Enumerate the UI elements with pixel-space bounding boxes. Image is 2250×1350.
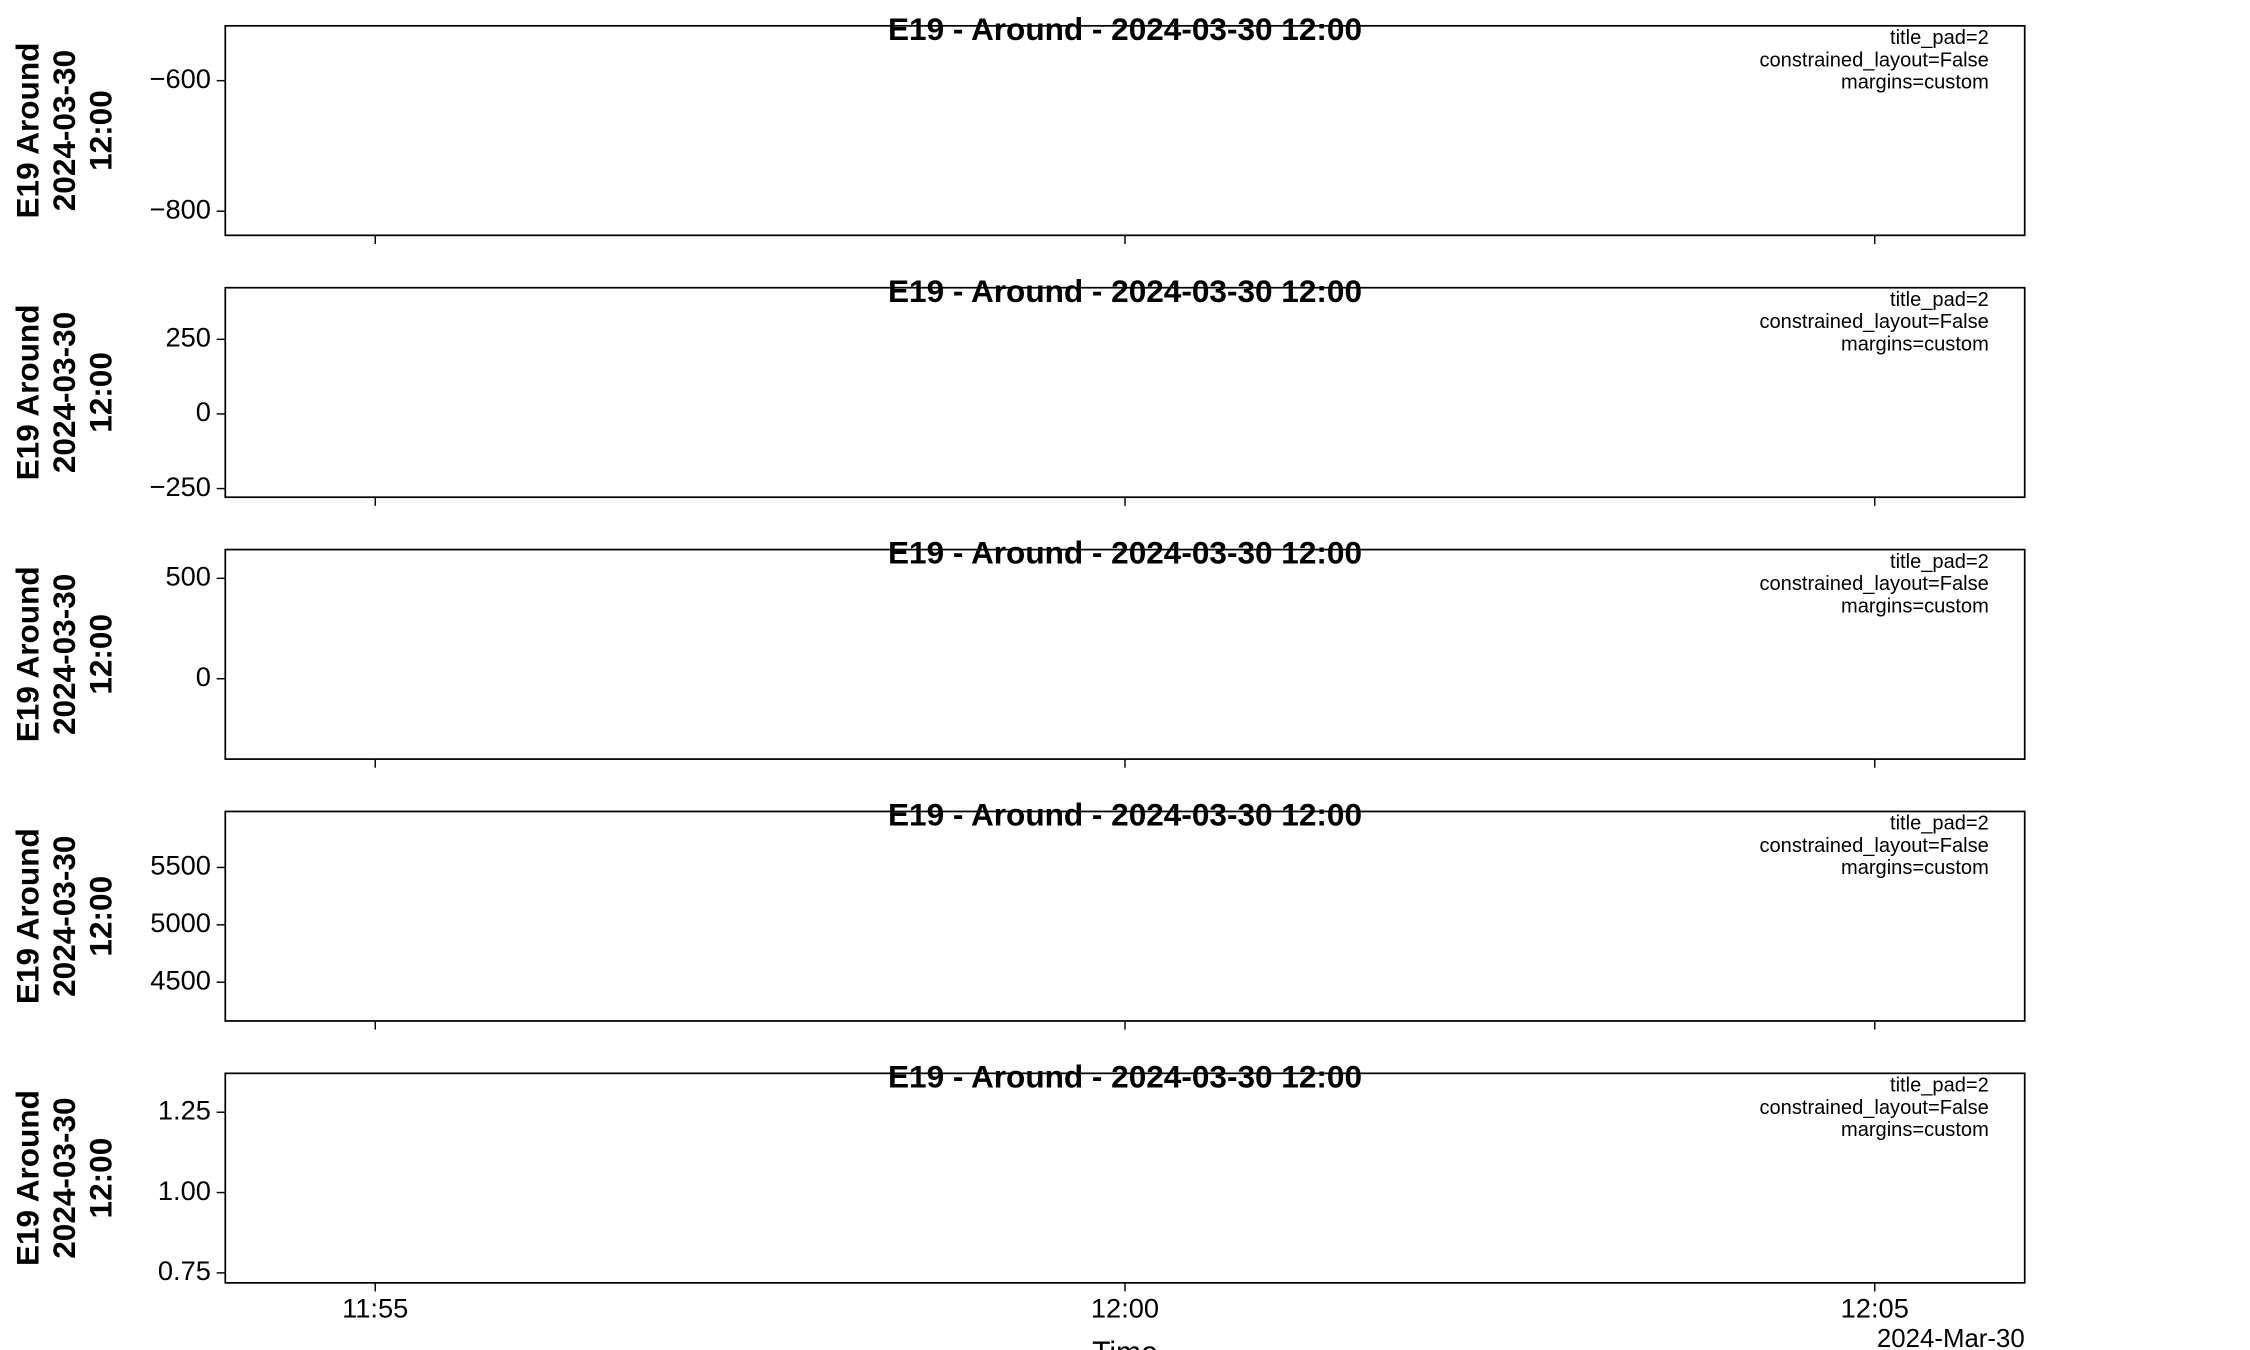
x-tick-label: 12:05 — [1841, 1292, 1909, 1323]
y-tick-label: 0 — [196, 396, 211, 427]
annotation-box — [1743, 1074, 2024, 1144]
y-tick-label: 250 — [165, 322, 210, 353]
annotation: margins=custom — [1841, 72, 1989, 94]
y-tick-label: −250 — [150, 471, 211, 502]
annotation: margins=custom — [1841, 333, 1989, 355]
y-axis-label: 2024-03-30 — [46, 312, 82, 473]
axes-frame — [224, 548, 2026, 760]
annotation: title_pad=2 — [1890, 551, 1989, 573]
chart-title: E19 - Around - 2024-03-30 12:00 — [888, 535, 1362, 571]
x-tick-label: 11:55 — [342, 1292, 408, 1323]
y-axis-label: 12:00 — [83, 1138, 119, 1219]
x-axis-label: Time — [1092, 1337, 1158, 1350]
annotation-box — [1743, 27, 2024, 97]
annotation: title_pad=2 — [1890, 1075, 1989, 1097]
annotation: constrained_layout=False — [1759, 1097, 1988, 1119]
y-axis-label: E19 Around — [9, 305, 45, 481]
annotation: margins=custom — [1841, 595, 1989, 617]
y-tick-label: 5500 — [150, 850, 211, 881]
annotation: constrained_layout=False — [1759, 311, 1988, 333]
axes-frame — [224, 1072, 2026, 1284]
annotation: constrained_layout=False — [1759, 835, 1988, 857]
y-axis-label: E19 Around — [9, 566, 45, 742]
y-axis-label: 12:00 — [83, 352, 119, 433]
y-axis-label: E19 Around — [9, 43, 45, 219]
chart-title: E19 - Around - 2024-03-30 12:00 — [888, 1058, 1362, 1094]
annotation: constrained_layout=False — [1759, 49, 1988, 71]
axes-frame — [224, 286, 2026, 499]
y-axis-label: E19 Around — [9, 828, 45, 1004]
annotation-box — [1743, 551, 2024, 620]
annotation: title_pad=2 — [1890, 813, 1989, 835]
axes-frame — [224, 810, 2026, 1022]
y-tick-label: 500 — [165, 561, 210, 592]
y-tick-label: 0 — [196, 661, 211, 692]
x-tick-label: 12:00 — [1091, 1292, 1159, 1323]
y-tick-label: −800 — [150, 193, 211, 224]
chart-title: E19 - Around - 2024-03-30 12:00 — [888, 273, 1362, 309]
y-axis-label: 12:00 — [83, 90, 119, 171]
y-tick-label: −600 — [150, 63, 211, 94]
y-axis-label: 2024-03-30 — [46, 50, 82, 211]
annotation: title_pad=2 — [1890, 27, 1989, 49]
axes-frame — [224, 24, 2026, 237]
annotation: margins=custom — [1841, 857, 1989, 879]
chart-title: E19 - Around - 2024-03-30 12:00 — [888, 11, 1362, 47]
annotation: constrained_layout=False — [1759, 573, 1988, 595]
y-tick-label: 5000 — [150, 907, 211, 938]
y-tick-label: 4500 — [150, 964, 211, 995]
y-axis-label: E19 Around — [9, 1090, 45, 1266]
y-tick-label: 1.00 — [158, 1175, 211, 1206]
annotation: title_pad=2 — [1890, 289, 1989, 311]
chart-title: E19 - Around - 2024-03-30 12:00 — [888, 797, 1362, 833]
y-axis-label: 12:00 — [83, 614, 119, 695]
x-offset-label: 2024-Mar-30 — [1877, 1325, 2025, 1350]
y-axis-label: 2024-03-30 — [46, 1097, 82, 1258]
y-tick-label: 0.75 — [158, 1255, 211, 1286]
y-axis-label: 2024-03-30 — [46, 836, 82, 997]
annotation-box — [1743, 289, 2024, 359]
y-axis-label: 12:00 — [83, 876, 119, 957]
annotation: margins=custom — [1841, 1119, 1989, 1141]
annotation-box — [1743, 812, 2024, 882]
y-axis-label: 2024-03-30 — [46, 574, 82, 735]
y-tick-label: 1.25 — [158, 1094, 211, 1125]
